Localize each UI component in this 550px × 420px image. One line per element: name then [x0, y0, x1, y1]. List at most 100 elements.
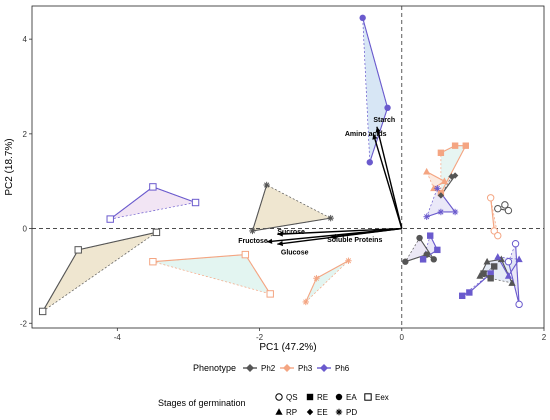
loading-label-fructose: Fructose	[238, 238, 268, 245]
point-ph3-pd-5-0	[302, 298, 309, 306]
hull-ph2-ea-12	[404, 237, 435, 263]
phenotype-legend: Phenotype Ph2 Ph3 Ph6	[193, 363, 350, 373]
stage-key-eex	[364, 393, 372, 401]
point-ph2-ee-8-1	[451, 172, 459, 179]
point-ph3-rp-7-0	[423, 167, 431, 175]
y-tick-label-0: 0	[23, 225, 28, 234]
point-ph6-re-17-2	[487, 270, 494, 277]
x-tick-label-2: 2	[542, 333, 547, 342]
point-ph6-pd-9-2	[451, 208, 459, 216]
point-ph2-pd-2-1	[249, 227, 256, 235]
loading-label-glucose: Glucose	[281, 250, 309, 257]
phenotype-key-ph2	[243, 364, 257, 372]
stage-label-qs: QS	[286, 393, 298, 402]
point-ph3-eex-4-0	[149, 258, 157, 266]
point-ph2-pd-2-2	[327, 214, 334, 222]
stage-legend-title: Stages of germination	[158, 398, 246, 408]
point-ph2-eex-3-1	[74, 246, 82, 254]
point-ph2-eex-3-0	[38, 307, 47, 316]
loading-arrowhead-starch	[375, 126, 381, 133]
stage-label-rp: RP	[286, 408, 297, 417]
phenotype-label-ph3: Ph3	[298, 364, 313, 373]
loading-arrow-soluble-proteins	[330, 227, 402, 238]
point-ph2-rp-14-1	[483, 257, 491, 265]
stage-label-pd: PD	[346, 408, 357, 417]
phenotype-key-ph6	[317, 364, 331, 372]
point-ph3-eex-4-2	[266, 290, 274, 298]
stage-legend: Stages of germination QS RE EA Eex RP EE PD	[158, 393, 389, 417]
stage-label-eex: Eex	[375, 393, 389, 402]
loading-label-starch: Starch	[373, 117, 395, 124]
point-ph3-re-6-1	[451, 142, 459, 149]
loading-arrowhead-soluble-proteins	[330, 233, 337, 240]
point-ph2-ea-12-3	[416, 234, 423, 242]
loading-label-amino-acids: Amino acids	[345, 131, 387, 138]
point-ph2-ea-12-2	[430, 256, 437, 263]
loading-label-soluble-proteins: Soluble Proteins	[327, 237, 382, 244]
point-ph6-ea-0-0	[359, 14, 366, 22]
point-ph6-pd-9-3	[434, 185, 441, 192]
path-ph2-ea-12	[405, 237, 435, 263]
stage-key-qs	[275, 393, 283, 401]
point-ph2-rp-14-0	[476, 272, 484, 279]
phenotype-label-ph2: Ph2	[261, 364, 276, 373]
loading-arrowhead-fructose	[266, 238, 273, 244]
point-ph2-ea-12-0	[402, 258, 409, 265]
point-ph3-rp-7-1	[440, 177, 449, 185]
plot-panel	[31, 5, 545, 329]
point-ph2-qs-11-1	[504, 206, 513, 215]
point-ph2-qs-11-2	[494, 204, 502, 213]
data-points	[38, 14, 523, 316]
point-ph6-re-13-0	[427, 232, 434, 239]
point-ph2-ee-8-2	[437, 192, 445, 199]
point-ph6-eex-1-2	[191, 198, 200, 207]
point-ph6-ea-0-2	[366, 159, 373, 166]
point-ph6-rp-16-0	[494, 253, 502, 260]
point-ph6-eex-1-1	[149, 183, 157, 191]
loading-arrow-sucrose	[277, 227, 402, 235]
point-ph2-re-18-0	[491, 263, 498, 270]
loading-arrowhead-amino-acids	[372, 133, 378, 140]
point-ph6-eex-1-0	[106, 215, 114, 223]
point-ph6-pd-9-1	[437, 208, 445, 216]
y-axis: -2 0 2 4	[20, 35, 32, 328]
point-ph2-rp-14-3	[508, 279, 516, 286]
point-ph3-qs-10-2	[494, 231, 502, 240]
point-ph6-ea-0-1	[384, 104, 391, 112]
y-tick-label-2: 2	[23, 130, 28, 139]
point-ph2-re-18-1	[487, 275, 494, 282]
point-ph2-rp-14-2	[497, 255, 505, 263]
hull-ph2-eex-3	[42, 232, 157, 312]
point-ph6-qs-15-0	[511, 240, 520, 248]
point-ph2-pd-2-0	[263, 181, 270, 189]
stage-key-rp	[275, 408, 283, 415]
point-ph3-eex-4-1	[241, 250, 250, 259]
stage-key-pd	[335, 408, 343, 416]
path-ph6-pd-9	[426, 187, 457, 218]
reference-lines	[32, 6, 544, 328]
stage-label-ee: EE	[317, 408, 328, 417]
stage-key-ea	[335, 393, 343, 401]
point-ph6-re-17-0	[459, 292, 466, 299]
stage-key-ee	[306, 408, 314, 416]
x-tick-label--4: -4	[114, 333, 122, 342]
phenotype-label-ph6: Ph6	[335, 364, 350, 373]
point-ph6-re-17-1	[466, 289, 473, 296]
stage-key-re	[306, 393, 314, 401]
hull-ph3-eex-4	[152, 254, 272, 295]
point-ph3-qs-10-0	[486, 194, 495, 202]
phenotype-key-ph3	[280, 364, 294, 372]
point-ph6-qs-15-2	[504, 258, 513, 266]
y-tick-label--2: -2	[20, 319, 28, 328]
path-ph2-rp-14	[479, 258, 513, 284]
y-axis-label: PC2 (18.7%)	[4, 138, 15, 195]
point-ph2-qs-11-0	[501, 201, 509, 209]
point-ph2-re-18-2	[480, 270, 487, 277]
path-ph3-re-6	[440, 145, 467, 194]
point-ph6-qs-15-1	[515, 300, 523, 309]
point-ph6-pd-9-0	[423, 213, 430, 220]
x-axis-label: PC1 (47.2%)	[259, 342, 316, 353]
point-ph6-rp-16-2	[515, 255, 523, 263]
